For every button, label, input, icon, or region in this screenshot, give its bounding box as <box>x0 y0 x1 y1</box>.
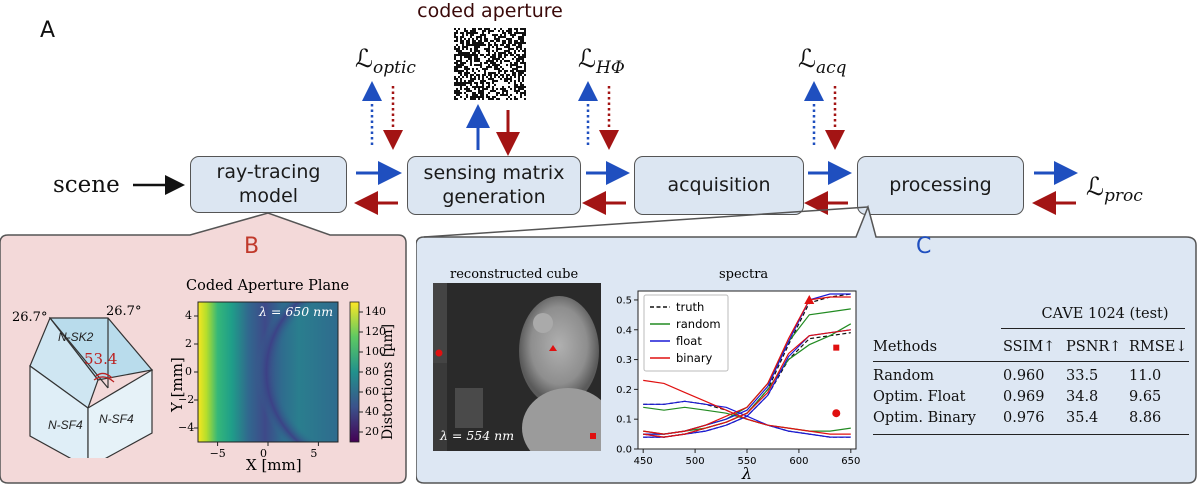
x-axis-label: λ <box>741 464 752 483</box>
scene-label: scene <box>53 172 120 198</box>
raytracing-box: ray-tracing model <box>190 156 347 213</box>
table-row-method: Optim. Float <box>873 389 966 405</box>
legend-label-random: random <box>676 317 721 331</box>
legend-label-binary: binary <box>676 351 713 365</box>
table-cell: 0.976 <box>1003 410 1045 426</box>
y-tick-label: 0.5 <box>616 295 632 306</box>
x-tick-label: 600 <box>789 456 808 467</box>
table-group-header: CAVE 1024 (test) <box>1041 306 1169 322</box>
cube-annotation: λ = 554 nm <box>440 428 515 443</box>
prism-angle-left: 26.7° <box>12 310 48 325</box>
x-tick-label: 550 <box>737 456 756 467</box>
loss-optic: ℒoptic <box>355 44 416 78</box>
series-line-binary <box>643 296 851 435</box>
colorbar-tick: 20 <box>365 425 379 438</box>
colorbar-tick: 140 <box>365 305 386 318</box>
table-cell: 0.960 <box>1003 368 1045 384</box>
colorbar-tick: 80 <box>365 365 379 378</box>
table-cell: 33.5 <box>1066 368 1099 384</box>
panel-a-letter: A <box>40 18 56 43</box>
panel-b-letter: B <box>244 234 260 259</box>
table-col-rmse: RMSE↓ <box>1129 339 1188 355</box>
reconstructed-cube-image <box>433 283 601 451</box>
marker-circle <box>832 409 841 418</box>
heatmap-title: Coded Aperture Plane <box>186 278 350 294</box>
panel-c-letter: C <box>916 234 932 259</box>
table-row-method: Optim. Binary <box>873 410 977 426</box>
heatmap-ytick: −2 <box>178 393 195 406</box>
series-line-binary <box>643 379 851 435</box>
heatmap-xtick: 0 <box>260 447 267 460</box>
y-tick-label: 0.4 <box>616 325 632 336</box>
table-cell: 35.4 <box>1066 410 1099 426</box>
colorbar-tick: 40 <box>365 405 379 418</box>
prism-angle-center: 53.4 <box>84 350 118 368</box>
x-tick-label: 500 <box>686 456 705 467</box>
heatmap-ytick: 2 <box>185 337 192 350</box>
spectra-chart: 450 500 550 600 650 0.0 0.1 0.2 0.3 0.4 0.5 λ truth r… <box>616 290 860 483</box>
heatmap-xlabel: X [mm] <box>246 456 302 474</box>
loss-proc: ℒproc <box>1086 172 1143 206</box>
table-col-ssim: SSIM↑ <box>1003 339 1056 355</box>
sensing-box: sensing matrix generation <box>407 156 581 215</box>
spectra-title: spectra <box>719 267 769 282</box>
y-tick-label: 0.1 <box>616 415 632 426</box>
panel-a-arrows <box>133 81 1078 215</box>
acquisition-box: acquisition <box>634 156 804 215</box>
series-line-binary <box>643 329 851 438</box>
heatmap-ytick: 4 <box>185 309 192 322</box>
prism-diagram <box>29 316 154 458</box>
table-cell: 8.86 <box>1129 410 1162 426</box>
colorbar-tick: 120 <box>365 325 386 338</box>
legend-label-truth: truth <box>676 300 704 314</box>
heatmap-ytick: 0 <box>185 365 192 378</box>
y-tick-label: 0.0 <box>616 445 632 456</box>
coded-aperture-label: coded aperture <box>417 0 563 22</box>
legend-label-float: float <box>676 334 702 348</box>
series-line-float <box>643 400 851 438</box>
table-cell: 0.969 <box>1003 389 1045 405</box>
table-cell: 11.0 <box>1129 368 1162 384</box>
heatmap-annotation: λ = 650 nm <box>259 304 334 319</box>
colorbar-tick: 100 <box>365 345 386 358</box>
heatmap-ytick: −4 <box>178 421 195 434</box>
legend-box <box>643 294 729 372</box>
table-cell: 34.8 <box>1066 389 1099 405</box>
glass-front-right-label: N-SF4 <box>99 412 134 426</box>
heatmap-xtick: 5 <box>310 447 318 460</box>
table-col-psnr: PSNR↑ <box>1066 339 1122 355</box>
colorbar-label: Distortions [µm] <box>380 323 396 440</box>
heatmap-xtick: −5 <box>209 447 226 460</box>
x-tick-label: 650 <box>841 456 860 467</box>
marker-triangle <box>804 294 815 304</box>
processing-box: processing <box>857 156 1024 215</box>
colorbar-tick: 60 <box>365 385 379 398</box>
loss-hphi: ℒHΦ <box>578 44 625 78</box>
table-col-methods: Methods <box>873 339 938 355</box>
coded-aperture-image <box>454 28 526 100</box>
glass-top-label: N-SK2 <box>58 330 94 344</box>
table-row-method: Random <box>873 368 934 384</box>
prism-angle-right: 26.7° <box>106 304 142 319</box>
marker-square <box>833 344 840 351</box>
y-tick-label: 0.3 <box>616 355 632 366</box>
glass-front-left-label: N-SF4 <box>48 418 83 432</box>
table-cell: 9.65 <box>1129 389 1162 405</box>
x-tick-label: 450 <box>634 456 653 467</box>
heatmap-plot <box>194 301 363 446</box>
loss-acq: ℒacq <box>798 44 847 78</box>
y-tick-label: 0.2 <box>616 385 632 396</box>
cube-title: reconstructed cube <box>450 267 579 282</box>
